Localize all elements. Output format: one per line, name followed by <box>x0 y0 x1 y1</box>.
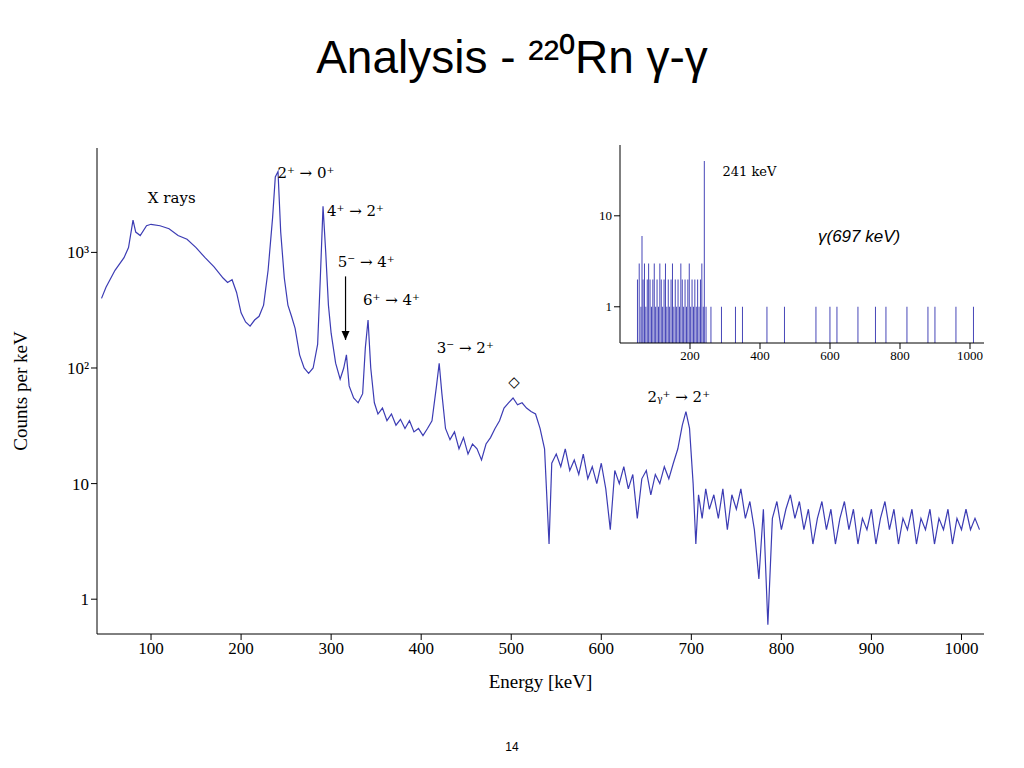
svg-text:3⁻ → 2⁺: 3⁻ → 2⁺ <box>437 339 494 357</box>
svg-text:400: 400 <box>408 639 434 658</box>
svg-text:◇: ◇ <box>508 373 520 391</box>
svg-text:241 keV: 241 keV <box>723 164 778 179</box>
svg-text:1: 1 <box>81 590 90 609</box>
svg-text:2ᵧ⁺ → 2⁺: 2ᵧ⁺ → 2⁺ <box>647 388 710 406</box>
svg-text:10³: 10³ <box>67 243 89 262</box>
svg-text:10²: 10² <box>67 359 89 378</box>
svg-text:4⁺ → 2⁺: 4⁺ → 2⁺ <box>327 202 384 220</box>
svg-text:700: 700 <box>679 639 705 658</box>
svg-text:10: 10 <box>599 208 612 223</box>
svg-text:1: 1 <box>606 299 613 314</box>
svg-text:5⁻ → 4⁺: 5⁻ → 4⁺ <box>338 253 395 271</box>
svg-text:6⁺ → 4⁺: 6⁺ → 4⁺ <box>363 291 420 309</box>
html-text:Analysis - ²²⁰Rn γ-γ: Analysis - ²²⁰Rn γ-γ <box>316 31 708 83</box>
svg-text:800: 800 <box>890 348 910 363</box>
svg-text:200: 200 <box>228 639 254 658</box>
svg-text:500: 500 <box>498 639 524 658</box>
svg-text:600: 600 <box>589 639 615 658</box>
svg-text:400: 400 <box>750 348 770 363</box>
svg-text:10: 10 <box>72 475 89 494</box>
html-text:14: 14 <box>505 740 519 754</box>
svg-text:100: 100 <box>138 639 164 658</box>
svg-text:1000: 1000 <box>957 348 983 363</box>
svg-text:1000: 1000 <box>944 639 978 658</box>
svg-text:200: 200 <box>680 348 700 363</box>
svg-text:Energy [keV]: Energy [keV] <box>489 671 593 692</box>
svg-text:2⁺ → 0⁺: 2⁺ → 0⁺ <box>277 164 334 182</box>
svg-text:Counts per keV: Counts per keV <box>10 331 31 451</box>
svg-text:800: 800 <box>769 639 795 658</box>
svg-text:600: 600 <box>820 348 840 363</box>
svg-text:X rays: X rays <box>148 189 196 207</box>
svg-text:900: 900 <box>859 639 885 658</box>
html-text:γ(697 keV): γ(697 keV) <box>818 227 901 246</box>
svg-text:300: 300 <box>318 639 344 658</box>
